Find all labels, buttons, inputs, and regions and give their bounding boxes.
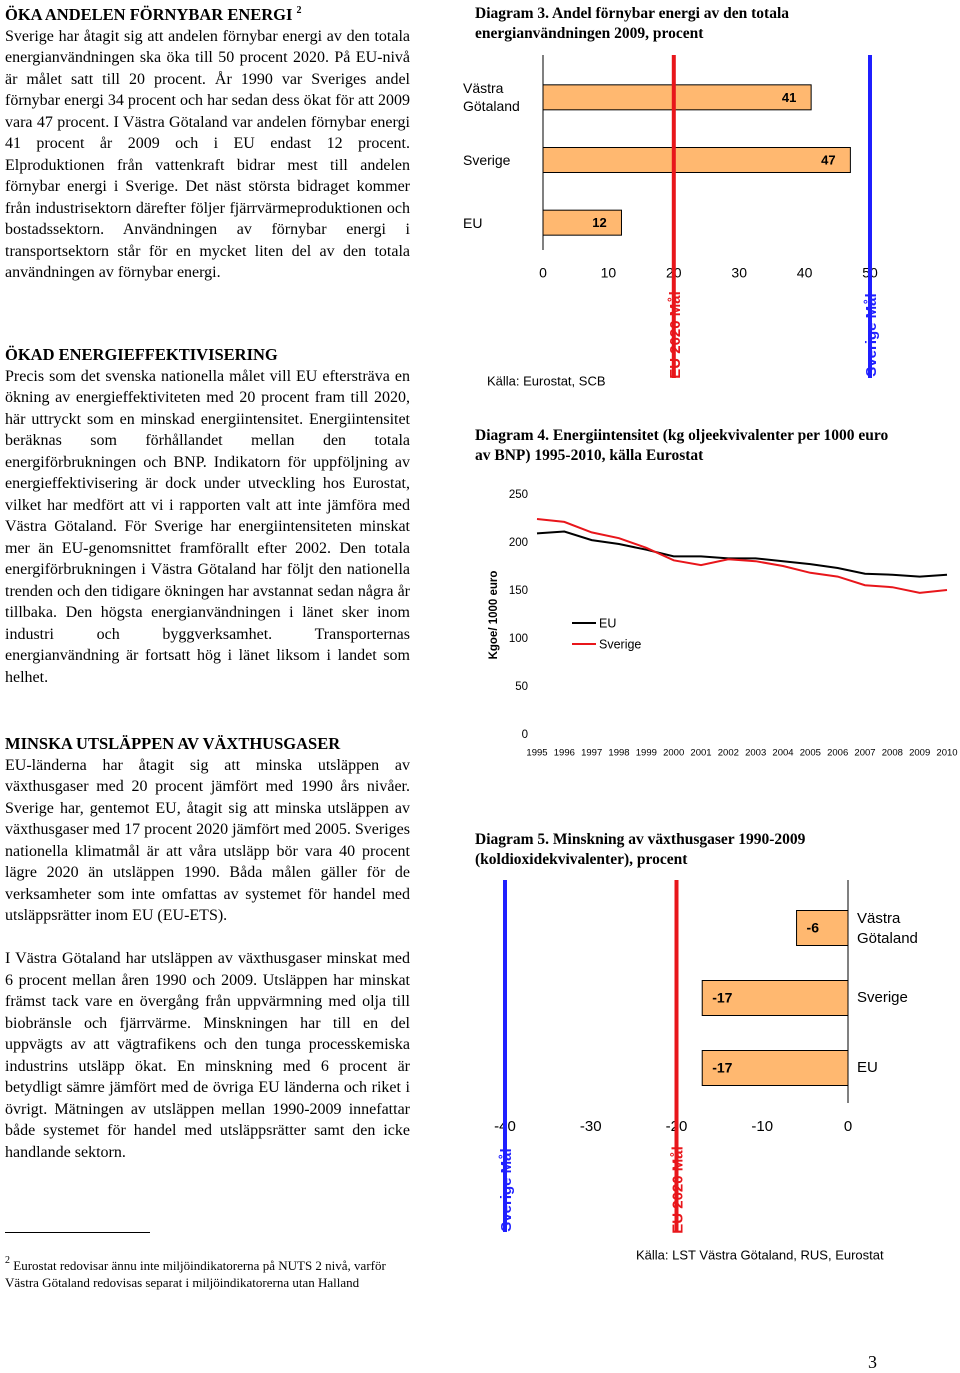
bar — [796, 910, 849, 946]
x-tick-label: 2007 — [854, 748, 875, 759]
x-tick-label: 30 — [731, 265, 747, 281]
source: Källa: LST Västra Götaland, RUS, Eurosta… — [636, 1247, 884, 1262]
heading: ÖKAD ENERGIEFFEKTIVISERING — [5, 345, 278, 364]
footnote-text: Eurostat redovisar ännu inte miljöindika… — [5, 1258, 386, 1290]
category-label: Västra Götaland — [463, 80, 520, 115]
x-tick-label: 2006 — [827, 748, 848, 759]
category-label: EU — [463, 214, 483, 231]
x-tick-label: -10 — [751, 1118, 773, 1135]
x-tick-label: 1996 — [554, 748, 575, 759]
heading: ÖKA ANDELEN FÖRNYBAR ENERGI 2 — [5, 0, 410, 26]
category-label: Sverige — [857, 989, 908, 1006]
chart-title: Diagram 3. Andel förnybar energi av den … — [475, 5, 790, 42]
reference-label: EU 2020 Mål — [667, 291, 684, 379]
bar — [701, 1050, 849, 1086]
heading: MINSKA UTSLÄPPEN AV VÄXTHUSGASER — [5, 734, 341, 753]
bar — [701, 980, 849, 1016]
footnote: 2 Eurostat redovisar ännu inte miljöindi… — [5, 1252, 405, 1291]
data-label: -6 — [807, 920, 820, 936]
x-tick-label: 1998 — [608, 748, 629, 759]
heading-text: ÖKA ANDELEN FÖRNYBAR ENERGI — [5, 5, 293, 24]
y-tick-label: 250 — [509, 489, 528, 501]
section: ÖKAD ENERGIEFFEKTIVISERING Precis som de… — [5, 344, 410, 688]
y-tick-label: 200 — [509, 537, 528, 549]
data-label: -17 — [712, 1060, 732, 1076]
x-tick-label: 1995 — [526, 748, 547, 759]
x-tick-label: 2000 — [663, 748, 684, 759]
x-tick-label: 2003 — [745, 748, 766, 759]
x-tick-label: 1999 — [636, 748, 657, 759]
x-tick-label: 40 — [797, 265, 813, 281]
x-tick-label: 10 — [601, 265, 617, 281]
y-axis-label: Kgoe/ 1000 euro — [488, 571, 500, 660]
bar — [542, 84, 812, 111]
x-tick-label: 1997 — [581, 748, 602, 759]
y-tick-label: 100 — [509, 633, 528, 645]
paragraph: Sverige har åtagit sig att andelen förny… — [5, 27, 410, 282]
reference-label: Sverige Mål — [863, 293, 880, 376]
y-tick-label: 50 — [515, 681, 528, 693]
section: ÖKA ANDELEN FÖRNYBAR ENERGI 2 Sverige ha… — [5, 0, 410, 284]
reference-label: Sverige Mål — [498, 1148, 515, 1231]
bar — [542, 209, 622, 236]
data-label: 12 — [592, 215, 606, 230]
line-series — [536, 518, 948, 594]
y-tick-label: 0 — [522, 729, 528, 741]
category-label: EU — [857, 1059, 878, 1076]
data-label: -17 — [712, 990, 732, 1006]
category-label: Västra Götaland — [857, 910, 918, 947]
category-label: Sverige — [463, 152, 511, 168]
data-label: 41 — [782, 90, 796, 105]
bar — [542, 147, 851, 173]
page-number: 3 — [868, 1352, 877, 1372]
reference-label: EU 2020 Mål — [669, 1146, 686, 1234]
x-tick-label: 2005 — [800, 748, 821, 759]
section: MINSKA UTSLÄPPEN AV VÄXTHUSGASER EU-länd… — [5, 733, 410, 1163]
footnote-rule — [5, 1232, 150, 1233]
footnote-number: 2 — [5, 1255, 10, 1266]
chart-title: Diagram 5. Minskning av växthusgaser 199… — [475, 831, 806, 868]
x-tick-label: -30 — [580, 1118, 602, 1135]
footnote-ref: 2 — [296, 5, 302, 16]
x-tick-label: 0 — [844, 1118, 852, 1135]
x-tick-label: 0 — [539, 265, 547, 281]
legend-label: Sverige — [599, 637, 641, 651]
x-tick-label: 2008 — [882, 748, 903, 759]
paragraph: I Västra Götaland har utsläppen av växth… — [5, 950, 410, 1161]
x-tick-label: 2002 — [718, 748, 739, 759]
paragraph: EU-länderna har åtagit sig att minska ut… — [5, 756, 410, 925]
chart-title: Diagram 4. Energiintensitet (kg oljeekvi… — [475, 427, 889, 464]
x-tick-label: 2004 — [772, 748, 793, 759]
paragraph: Precis som det svenska nationella målet … — [5, 367, 410, 686]
legend-label: EU — [599, 616, 616, 630]
x-tick-label: 2001 — [690, 748, 711, 759]
x-tick-label: 2009 — [909, 748, 930, 759]
source: Källa: Eurostat, SCB — [487, 373, 606, 388]
line-series — [536, 530, 948, 578]
x-tick-label: 2010 — [936, 748, 957, 759]
data-label: 47 — [821, 152, 835, 167]
y-tick-label: 150 — [509, 585, 528, 597]
